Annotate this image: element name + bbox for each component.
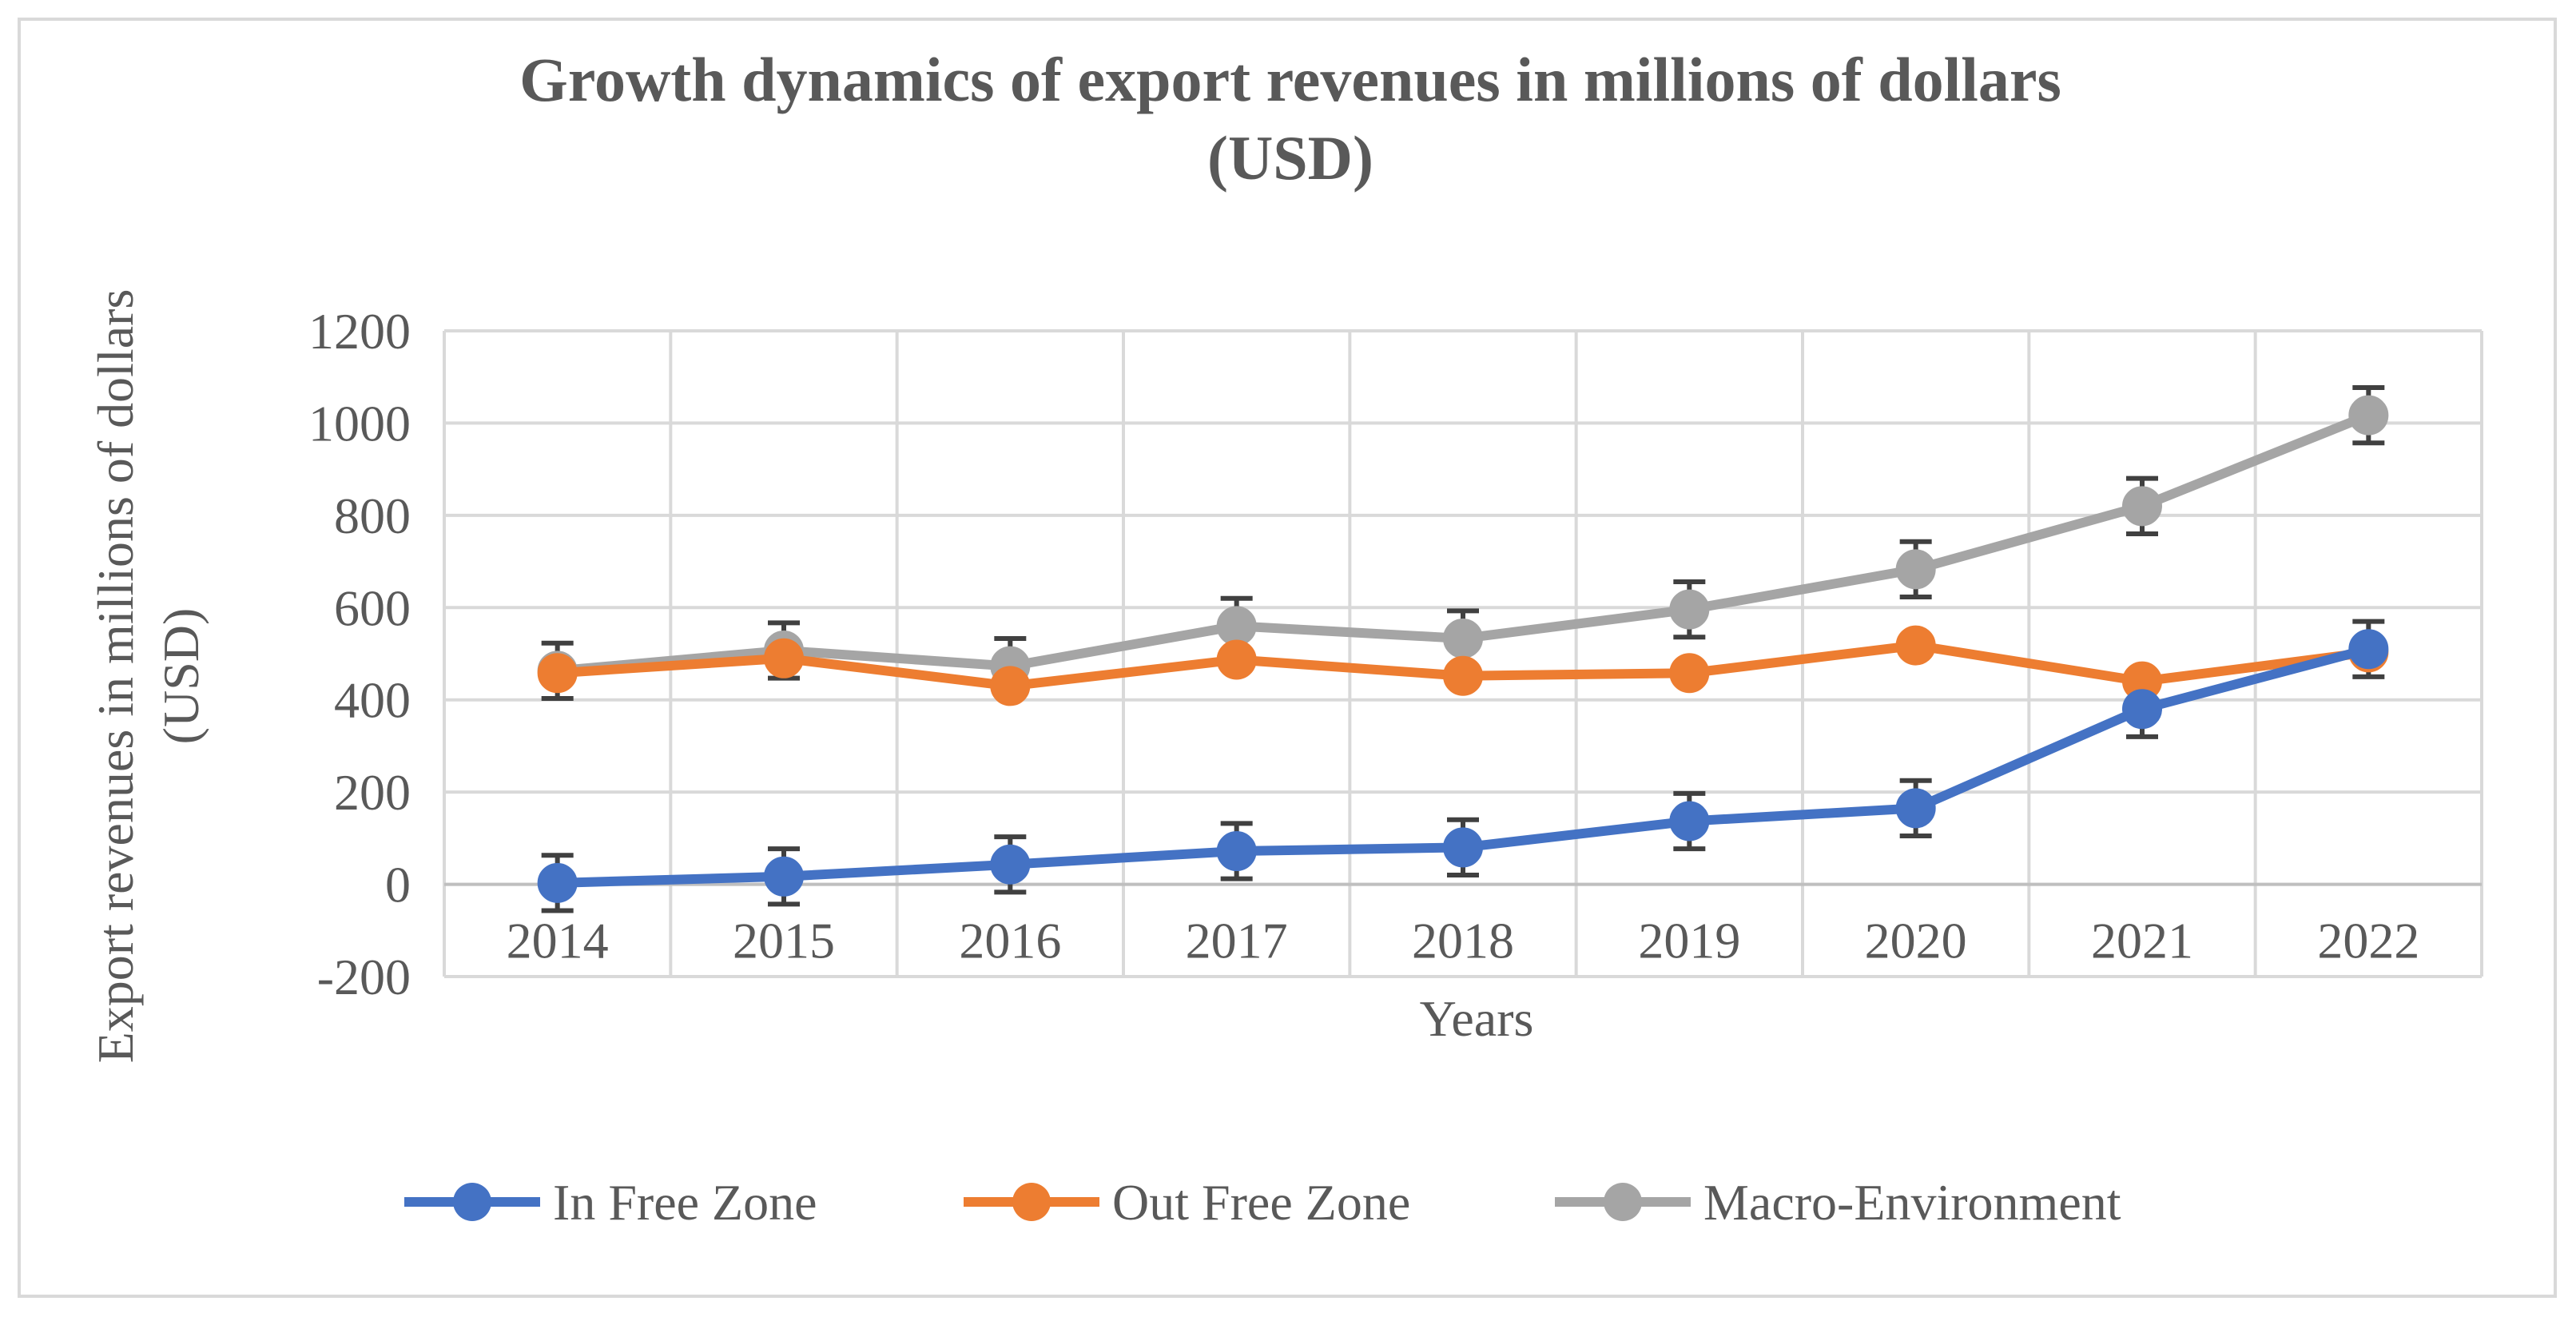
legend: In Free Zone Out Free Zone Macro-Environme… <box>404 1174 2121 1231</box>
data-point <box>764 856 804 897</box>
data-point <box>764 638 804 678</box>
y-tick-labels: -200 0 200 400 600 800 1000 1200 <box>308 303 411 1005</box>
data-point <box>990 844 1031 885</box>
data-point <box>1895 788 1936 829</box>
data-point <box>990 666 1031 706</box>
y-tick-label: 1000 <box>308 395 411 452</box>
series-in-free-zone <box>537 629 2389 903</box>
data-point <box>537 862 578 903</box>
data-point <box>1895 625 1936 666</box>
data-point <box>1216 639 1257 680</box>
y-tick-label: 800 <box>334 487 411 544</box>
legend-label: Out Free Zone <box>1112 1174 1410 1231</box>
legend-item-macro-environment: Macro-Environment <box>1555 1174 2121 1231</box>
data-point <box>1669 589 1710 630</box>
data-point <box>1669 653 1710 694</box>
x-tick-label: 2016 <box>959 913 1061 969</box>
data-point <box>1443 655 1483 696</box>
y-tick-label: 400 <box>334 672 411 729</box>
series-layer <box>537 395 2389 903</box>
data-point <box>1216 606 1257 647</box>
y-tick-label: 0 <box>385 857 411 913</box>
x-tick-label: 2018 <box>1412 913 1514 969</box>
data-point <box>2348 629 2389 670</box>
x-tick-label: 2017 <box>1186 913 1288 969</box>
y-axis-title: Export revenues in millions of dollars (… <box>87 289 209 1064</box>
y-axis-title-line-2: (USD) <box>153 608 209 745</box>
legend-item-in-free-zone: In Free Zone <box>404 1174 817 1231</box>
x-tick-label: 2015 <box>733 913 835 969</box>
legend-swatch-marker <box>1604 1183 1642 1221</box>
x-tick-label: 2014 <box>507 913 609 969</box>
data-point <box>2122 486 2162 527</box>
x-tick-label: 2021 <box>2091 913 2193 969</box>
x-tick-label: 2022 <box>2317 913 2419 969</box>
y-tick-label: 600 <box>334 579 411 636</box>
data-point <box>2348 395 2389 436</box>
data-point <box>1669 801 1710 842</box>
legend-swatch-marker <box>453 1183 491 1221</box>
data-point <box>1895 549 1936 590</box>
y-tick-label: 200 <box>334 764 411 821</box>
legend-label: In Free Zone <box>553 1174 817 1231</box>
x-tick-label: 2019 <box>1638 913 1740 969</box>
chart-title-line-1: Growth dynamics of export revenues in mi… <box>519 45 2061 114</box>
legend-swatch-marker <box>1012 1183 1051 1221</box>
legend-label: Macro-Environment <box>1703 1174 2121 1231</box>
series-out-free-zone <box>537 625 2389 706</box>
data-point <box>1443 618 1483 658</box>
chart-title-line-2: (USD) <box>1207 123 1373 193</box>
data-point <box>2122 689 2162 730</box>
x-tick-labels: 2014 2015 2016 2017 2018 2019 2020 2021 2022 <box>507 913 2420 969</box>
series-macro-environment <box>537 395 2389 691</box>
x-axis-title: Years <box>1420 990 1534 1047</box>
data-point <box>1216 831 1257 872</box>
data-point <box>537 653 578 694</box>
y-axis-title-line-1: Export revenues in millions of dollars <box>87 289 144 1064</box>
legend-item-out-free-zone: Out Free Zone <box>964 1174 1410 1231</box>
chart-svg: Growth dynamics of export revenues in mi… <box>87 45 2483 1231</box>
x-tick-label: 2020 <box>1865 913 1967 969</box>
chart-frame: Growth dynamics of export revenues in mi… <box>18 18 2557 1298</box>
y-tick-label: 1200 <box>308 303 411 360</box>
data-point <box>1443 827 1483 868</box>
y-tick-label: -200 <box>317 949 411 1005</box>
